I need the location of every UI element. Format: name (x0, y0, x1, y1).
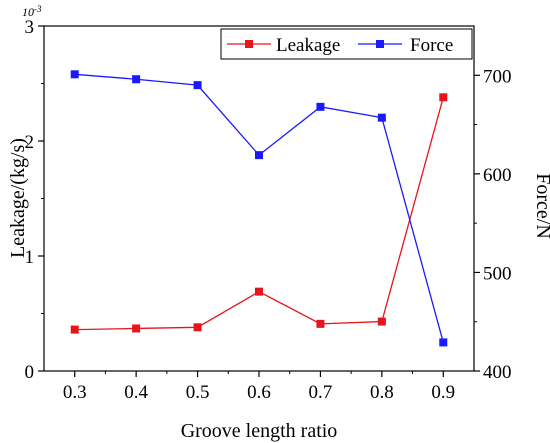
y-tick-label: 0 (25, 362, 35, 383)
x-tick-label: 0.6 (247, 382, 271, 403)
y2-tick-label: 700 (483, 66, 512, 87)
legend: Leakage Force (220, 28, 473, 60)
y-tick-label: 3 (25, 17, 35, 38)
data-point-force (132, 75, 141, 84)
y2-tick-label: 600 (483, 165, 512, 186)
data-point-leakage (316, 319, 325, 328)
y-tick-label: 2 (25, 132, 35, 153)
data-point-force (316, 102, 325, 111)
data-point-leakage (255, 287, 263, 296)
y-exponent-power: -3 (34, 4, 42, 14)
series-layer (70, 70, 448, 347)
x-tick-label: 0.5 (186, 382, 210, 403)
data-point-leakage (377, 317, 386, 326)
y2-tick-label: 400 (483, 362, 512, 383)
x-axis-title: Groove length ratio (181, 420, 338, 442)
x-tick-label: 0.9 (431, 382, 455, 403)
y2-tick-label: 500 (483, 263, 512, 284)
axes-ticks: 0.3 0.4 0.5 0.6 0.7 0.8 0.9 0 1 2 3 400 500 600 700 (25, 17, 512, 403)
y2-axis-title: Force/N (532, 173, 550, 239)
y-tick-label: 1 (25, 247, 35, 268)
legend-marker-leakage (245, 40, 253, 48)
data-point-leakage (193, 323, 202, 332)
legend-marker-force (376, 40, 384, 48)
data-point-leakage (439, 93, 448, 102)
y-axis-title: Leakage/(kg/s) (7, 138, 29, 258)
data-point-leakage (70, 325, 79, 334)
legend-text-force: Force (410, 35, 453, 56)
x-tick-label: 0.3 (63, 382, 87, 403)
y-exponent-base: 10 (22, 5, 34, 19)
legend-text-leakage: Leakage (276, 35, 340, 56)
data-point-force (377, 113, 386, 122)
y-exponent-label: 10-3 (22, 4, 42, 19)
x-tick-label: 0.8 (370, 382, 394, 403)
x-tick-label: 0.4 (124, 382, 148, 403)
data-point-force (70, 70, 79, 79)
data-point-leakage (132, 324, 141, 333)
x-tick-label: 0.7 (309, 382, 333, 403)
data-point-force (255, 151, 263, 160)
data-point-force (439, 338, 448, 347)
plot-frame (43, 25, 475, 372)
series-line-force (74, 73, 444, 343)
data-point-force (193, 81, 202, 90)
